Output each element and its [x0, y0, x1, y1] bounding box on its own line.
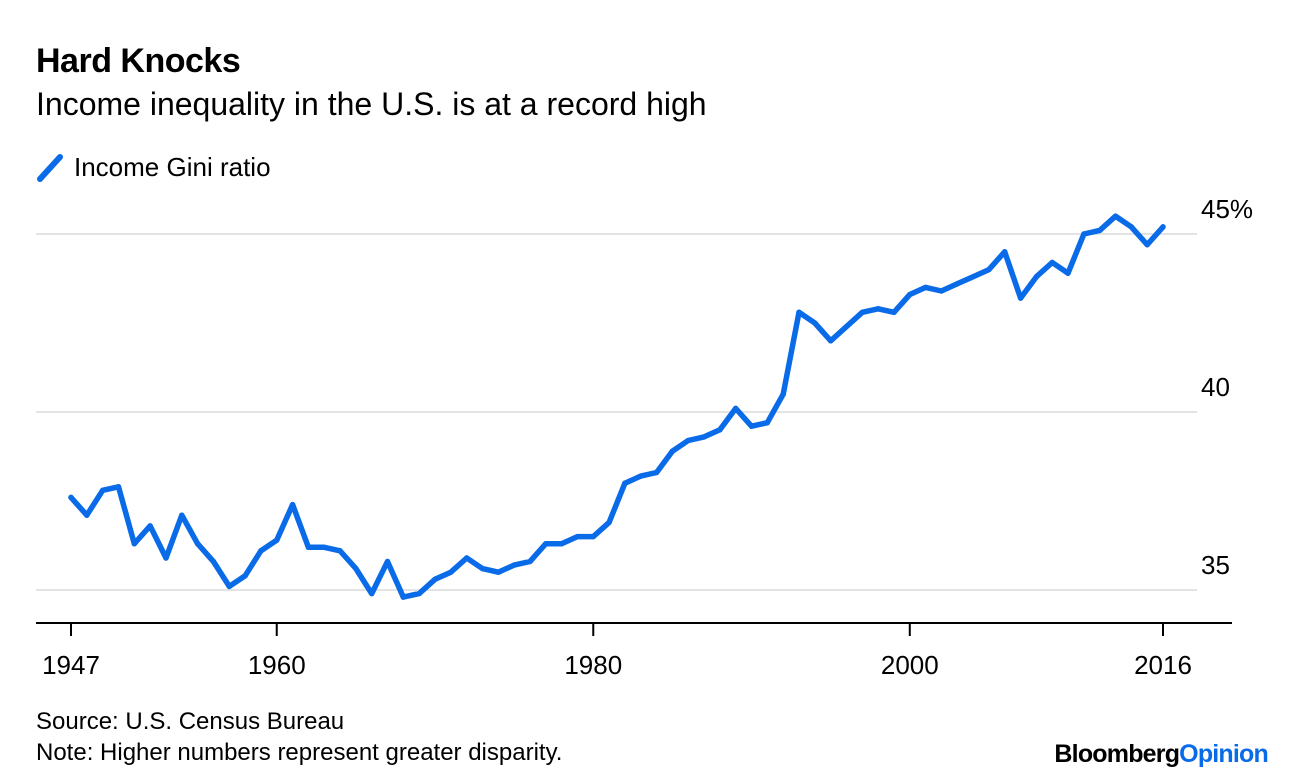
- data-point-2013: [1112, 213, 1119, 219]
- x-tick-label-1947: 1947: [42, 650, 100, 680]
- data-point-1967: [384, 558, 391, 565]
- data-point-1979: [574, 533, 581, 540]
- legend-line-icon: [37, 153, 63, 182]
- data-point-1949: [99, 487, 106, 494]
- legend-label: Income Gini ratio: [74, 152, 271, 182]
- data-point-1993: [796, 309, 802, 316]
- data-point-1952: [147, 523, 153, 529]
- chart-subtitle: Income inequality in the U.S. is at a re…: [36, 86, 707, 122]
- x-tick-label-1980: 1980: [564, 650, 622, 680]
- source-note: Source: U.S. Census Bureau: [36, 708, 345, 735]
- data-point-1987: [701, 434, 707, 440]
- y-tick-label-35: 35: [1201, 550, 1230, 580]
- y-tick-label-45: 45%: [1201, 194, 1253, 224]
- data-point-1996: [843, 323, 850, 330]
- data-point-1976: [527, 558, 533, 565]
- y-tick-label-40: 40: [1201, 372, 1230, 402]
- data-point-2004: [970, 274, 976, 280]
- data-point-1953: [163, 555, 169, 561]
- data-point-1948: [84, 512, 90, 518]
- data-point-1947: [68, 494, 74, 501]
- data-point-1964: [337, 548, 343, 554]
- data-point-1998: [875, 306, 881, 312]
- data-point-1975: [511, 562, 517, 568]
- data-point-1999: [891, 309, 897, 316]
- data-point-1984: [653, 469, 660, 476]
- axis-layer: [36, 622, 1232, 636]
- x-tick-label-2000: 2000: [881, 650, 939, 680]
- data-point-1972: [463, 555, 470, 561]
- data-point-1954: [179, 512, 185, 518]
- data-point-1974: [495, 569, 502, 575]
- data-point-2003: [954, 281, 960, 287]
- brand-bloomberg: Bloomberg: [1054, 740, 1180, 768]
- data-point-1963: [321, 544, 327, 550]
- data-point-1962: [305, 544, 312, 550]
- brand-logo: BloombergOpinion: [1054, 740, 1268, 769]
- data-point-1958: [242, 573, 248, 579]
- data-point-1981: [606, 519, 612, 526]
- data-point-1989: [732, 405, 739, 412]
- data-point-1994: [812, 320, 818, 326]
- data-point-1968: [400, 594, 407, 600]
- data-point-1957: [226, 583, 232, 590]
- data-point-1951: [131, 541, 138, 547]
- data-point-1995: [827, 338, 834, 344]
- disparity-note: Note: Higher numbers represent greater d…: [36, 739, 563, 766]
- data-point-1956: [210, 558, 217, 565]
- data-point-1955: [194, 541, 201, 547]
- data-point-2007: [1017, 295, 1024, 301]
- data-point-1986: [685, 437, 691, 444]
- data-point-1970: [432, 576, 438, 583]
- data-point-1980: [590, 533, 596, 540]
- data-point-2000: [907, 291, 913, 298]
- x-tick-label-1960: 1960: [248, 650, 306, 680]
- x-tick-label-2016: 2016: [1134, 650, 1192, 680]
- line-chart: 35 40 45% 1947 1960 1980 2000 2016: [36, 194, 1253, 680]
- data-point-2011: [1081, 231, 1087, 237]
- data-point-1983: [638, 473, 644, 479]
- series-line-gini: [68, 213, 1166, 600]
- data-point-2001: [922, 284, 929, 291]
- data-point-2008: [1033, 274, 1040, 280]
- data-point-1959: [258, 548, 264, 554]
- data-point-1971: [448, 569, 454, 575]
- data-point-1966: [368, 590, 375, 597]
- grid-layer: [36, 233, 1197, 591]
- data-point-1985: [669, 448, 676, 454]
- data-point-2005: [986, 266, 992, 273]
- legend: Income Gini ratio: [36, 152, 271, 183]
- data-point-2006: [1002, 249, 1008, 255]
- data-point-1969: [416, 590, 422, 597]
- data-point-1990: [748, 423, 755, 429]
- series-layer: [68, 213, 1166, 600]
- footer-notes: Source: U.S. Census Bureau Note: Higher …: [36, 706, 562, 768]
- data-point-2014: [1128, 224, 1135, 230]
- data-point-2012: [1096, 227, 1103, 234]
- data-point-1961: [289, 501, 296, 508]
- data-point-1973: [479, 565, 486, 572]
- data-point-1997: [859, 309, 866, 316]
- data-point-2015: [1144, 241, 1150, 248]
- brand-opinion: Opinion: [1179, 740, 1269, 768]
- data-point-1977: [543, 541, 549, 547]
- data-point-1978: [558, 541, 565, 547]
- data-point-1991: [764, 419, 771, 426]
- data-point-1982: [622, 480, 628, 486]
- data-point-1965: [353, 565, 359, 572]
- data-point-2016: [1160, 224, 1166, 230]
- data-point-1960: [274, 537, 280, 543]
- chart-title: Hard Knocks: [36, 42, 241, 80]
- data-point-2009: [1049, 259, 1055, 266]
- data-point-1992: [780, 391, 786, 397]
- data-point-2002: [938, 288, 945, 294]
- data-point-2010: [1065, 270, 1071, 276]
- label-layer: 35 40 45% 1947 1960 1980 2000 2016: [42, 194, 1253, 680]
- data-point-1988: [717, 427, 723, 433]
- data-point-1950: [115, 484, 122, 490]
